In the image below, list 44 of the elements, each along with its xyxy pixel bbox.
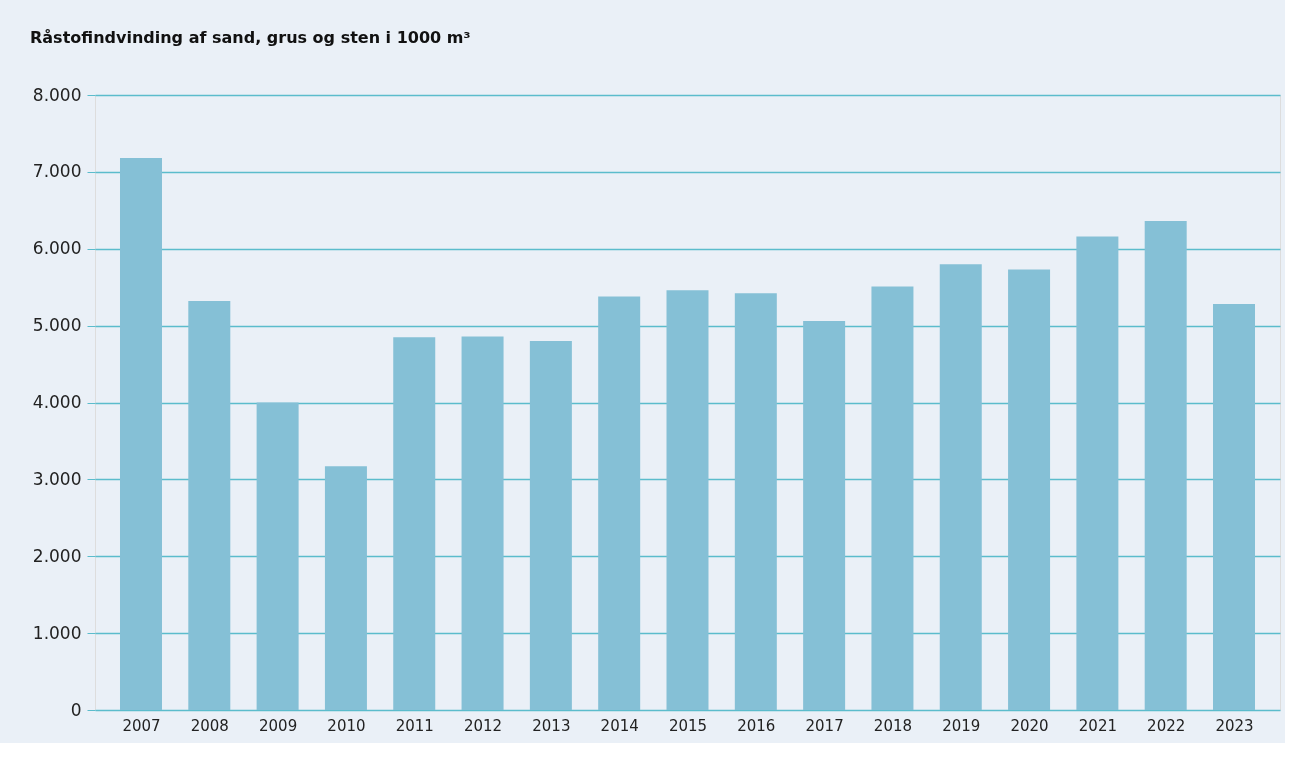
bar — [939, 264, 982, 710]
bar — [1144, 221, 1187, 710]
x-tick-label: 2017 — [805, 716, 844, 735]
x-tick-label: 2022 — [1147, 716, 1186, 735]
y-tick-label: 4.000 — [32, 392, 82, 412]
x-tick-label: 2012 — [463, 716, 503, 735]
bar — [256, 402, 299, 710]
x-tick-label: 2007 — [122, 716, 161, 735]
x-tick-label: 2013 — [532, 716, 571, 735]
bar — [1213, 304, 1256, 710]
x-tick-label: 2014 — [600, 716, 639, 735]
x-tick-label: 2021 — [1078, 716, 1117, 735]
bar — [598, 296, 641, 710]
y-tick-label: 3.000 — [32, 468, 82, 489]
x-tick-label: 2015 — [668, 716, 708, 735]
x-tick-label: 2008 — [190, 716, 229, 735]
y-tick-label: 0 — [70, 699, 82, 720]
y-tick-label: 7.000 — [32, 161, 82, 182]
bar — [529, 341, 572, 710]
bar — [1008, 269, 1051, 710]
x-tick-label: 2010 — [327, 716, 366, 735]
x-tick-label: 2020 — [1010, 716, 1049, 735]
bar — [666, 290, 709, 710]
bar — [324, 466, 367, 710]
x-tick-label: 2016 — [737, 716, 776, 735]
bar — [803, 321, 846, 710]
bar — [1076, 236, 1119, 710]
chart-title: Råstofindvinding af sand, grus og sten i 1000 m³ — [30, 28, 471, 47]
x-tick-label: 2011 — [395, 716, 434, 735]
x-tick-label: 2009 — [259, 716, 298, 735]
bar — [119, 158, 162, 710]
bar — [461, 336, 504, 710]
y-tick-label: 5.000 — [32, 315, 82, 336]
y-tick-label: 2.000 — [32, 545, 82, 566]
x-tick-label: 2023 — [1215, 716, 1254, 735]
bar — [734, 293, 777, 710]
bar — [188, 301, 231, 710]
bar — [393, 337, 436, 710]
y-tick-label: 1.000 — [32, 622, 82, 643]
y-tick-label: 8.000 — [32, 84, 82, 105]
y-tick-label: 6.000 — [32, 238, 82, 259]
x-tick-label: 2019 — [942, 716, 981, 735]
x-tick-label: 2018 — [873, 716, 913, 735]
bar — [871, 286, 914, 710]
